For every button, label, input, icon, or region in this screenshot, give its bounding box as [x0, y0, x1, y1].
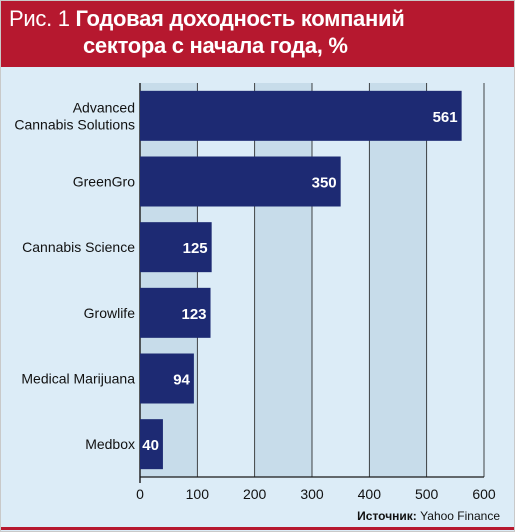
plot-band [197, 83, 255, 477]
data-label: 94 [173, 372, 190, 389]
x-tick-label: 200 [243, 486, 267, 502]
x-tick-label: 400 [358, 486, 382, 502]
plot-band [140, 83, 198, 477]
category-label: Cannabis Science [22, 239, 135, 255]
bar [140, 419, 163, 470]
chart-title: Рис. 1 Годовая доходность компаний секто… [9, 5, 509, 59]
source-note: Источник: Yahoo Finance [357, 509, 500, 523]
data-label: 123 [181, 306, 206, 323]
plot-band [254, 83, 312, 477]
category-label: Medbox [85, 436, 135, 452]
x-tick-label: 600 [472, 486, 496, 502]
data-label: 125 [183, 240, 208, 257]
x-tick-label: 500 [415, 486, 439, 502]
plot-band [426, 83, 484, 477]
title-line-2: сектора с начала года, % [83, 33, 348, 58]
category-label: Medical Marijuana [21, 371, 135, 387]
bar [140, 353, 194, 404]
source-value: Yahoo Finance [420, 509, 500, 523]
bar [140, 287, 211, 338]
category-label: GreenGro [73, 174, 135, 190]
plot-band [369, 83, 427, 477]
data-label: 561 [433, 109, 458, 126]
bottom-rule [1, 527, 514, 530]
bar [140, 90, 462, 141]
category-label: Cannabis Solutions [14, 116, 135, 132]
data-label: 40 [142, 437, 159, 454]
x-tick-label: 0 [136, 486, 144, 502]
category-label: Growlife [84, 305, 136, 321]
source-label: Источник: [357, 509, 417, 523]
x-tick-label: 300 [300, 486, 324, 502]
plot-band [312, 83, 370, 477]
x-tick-label: 100 [186, 486, 210, 502]
bar [140, 222, 212, 273]
chart-header: Рис. 1 Годовая доходность компаний секто… [1, 1, 514, 67]
bar [140, 156, 341, 207]
title-line-1: Годовая доходность компаний [75, 6, 405, 31]
category-label: Advanced [73, 99, 135, 115]
data-label: 350 [312, 175, 337, 192]
figure-number: Рис. 1 [9, 6, 70, 31]
